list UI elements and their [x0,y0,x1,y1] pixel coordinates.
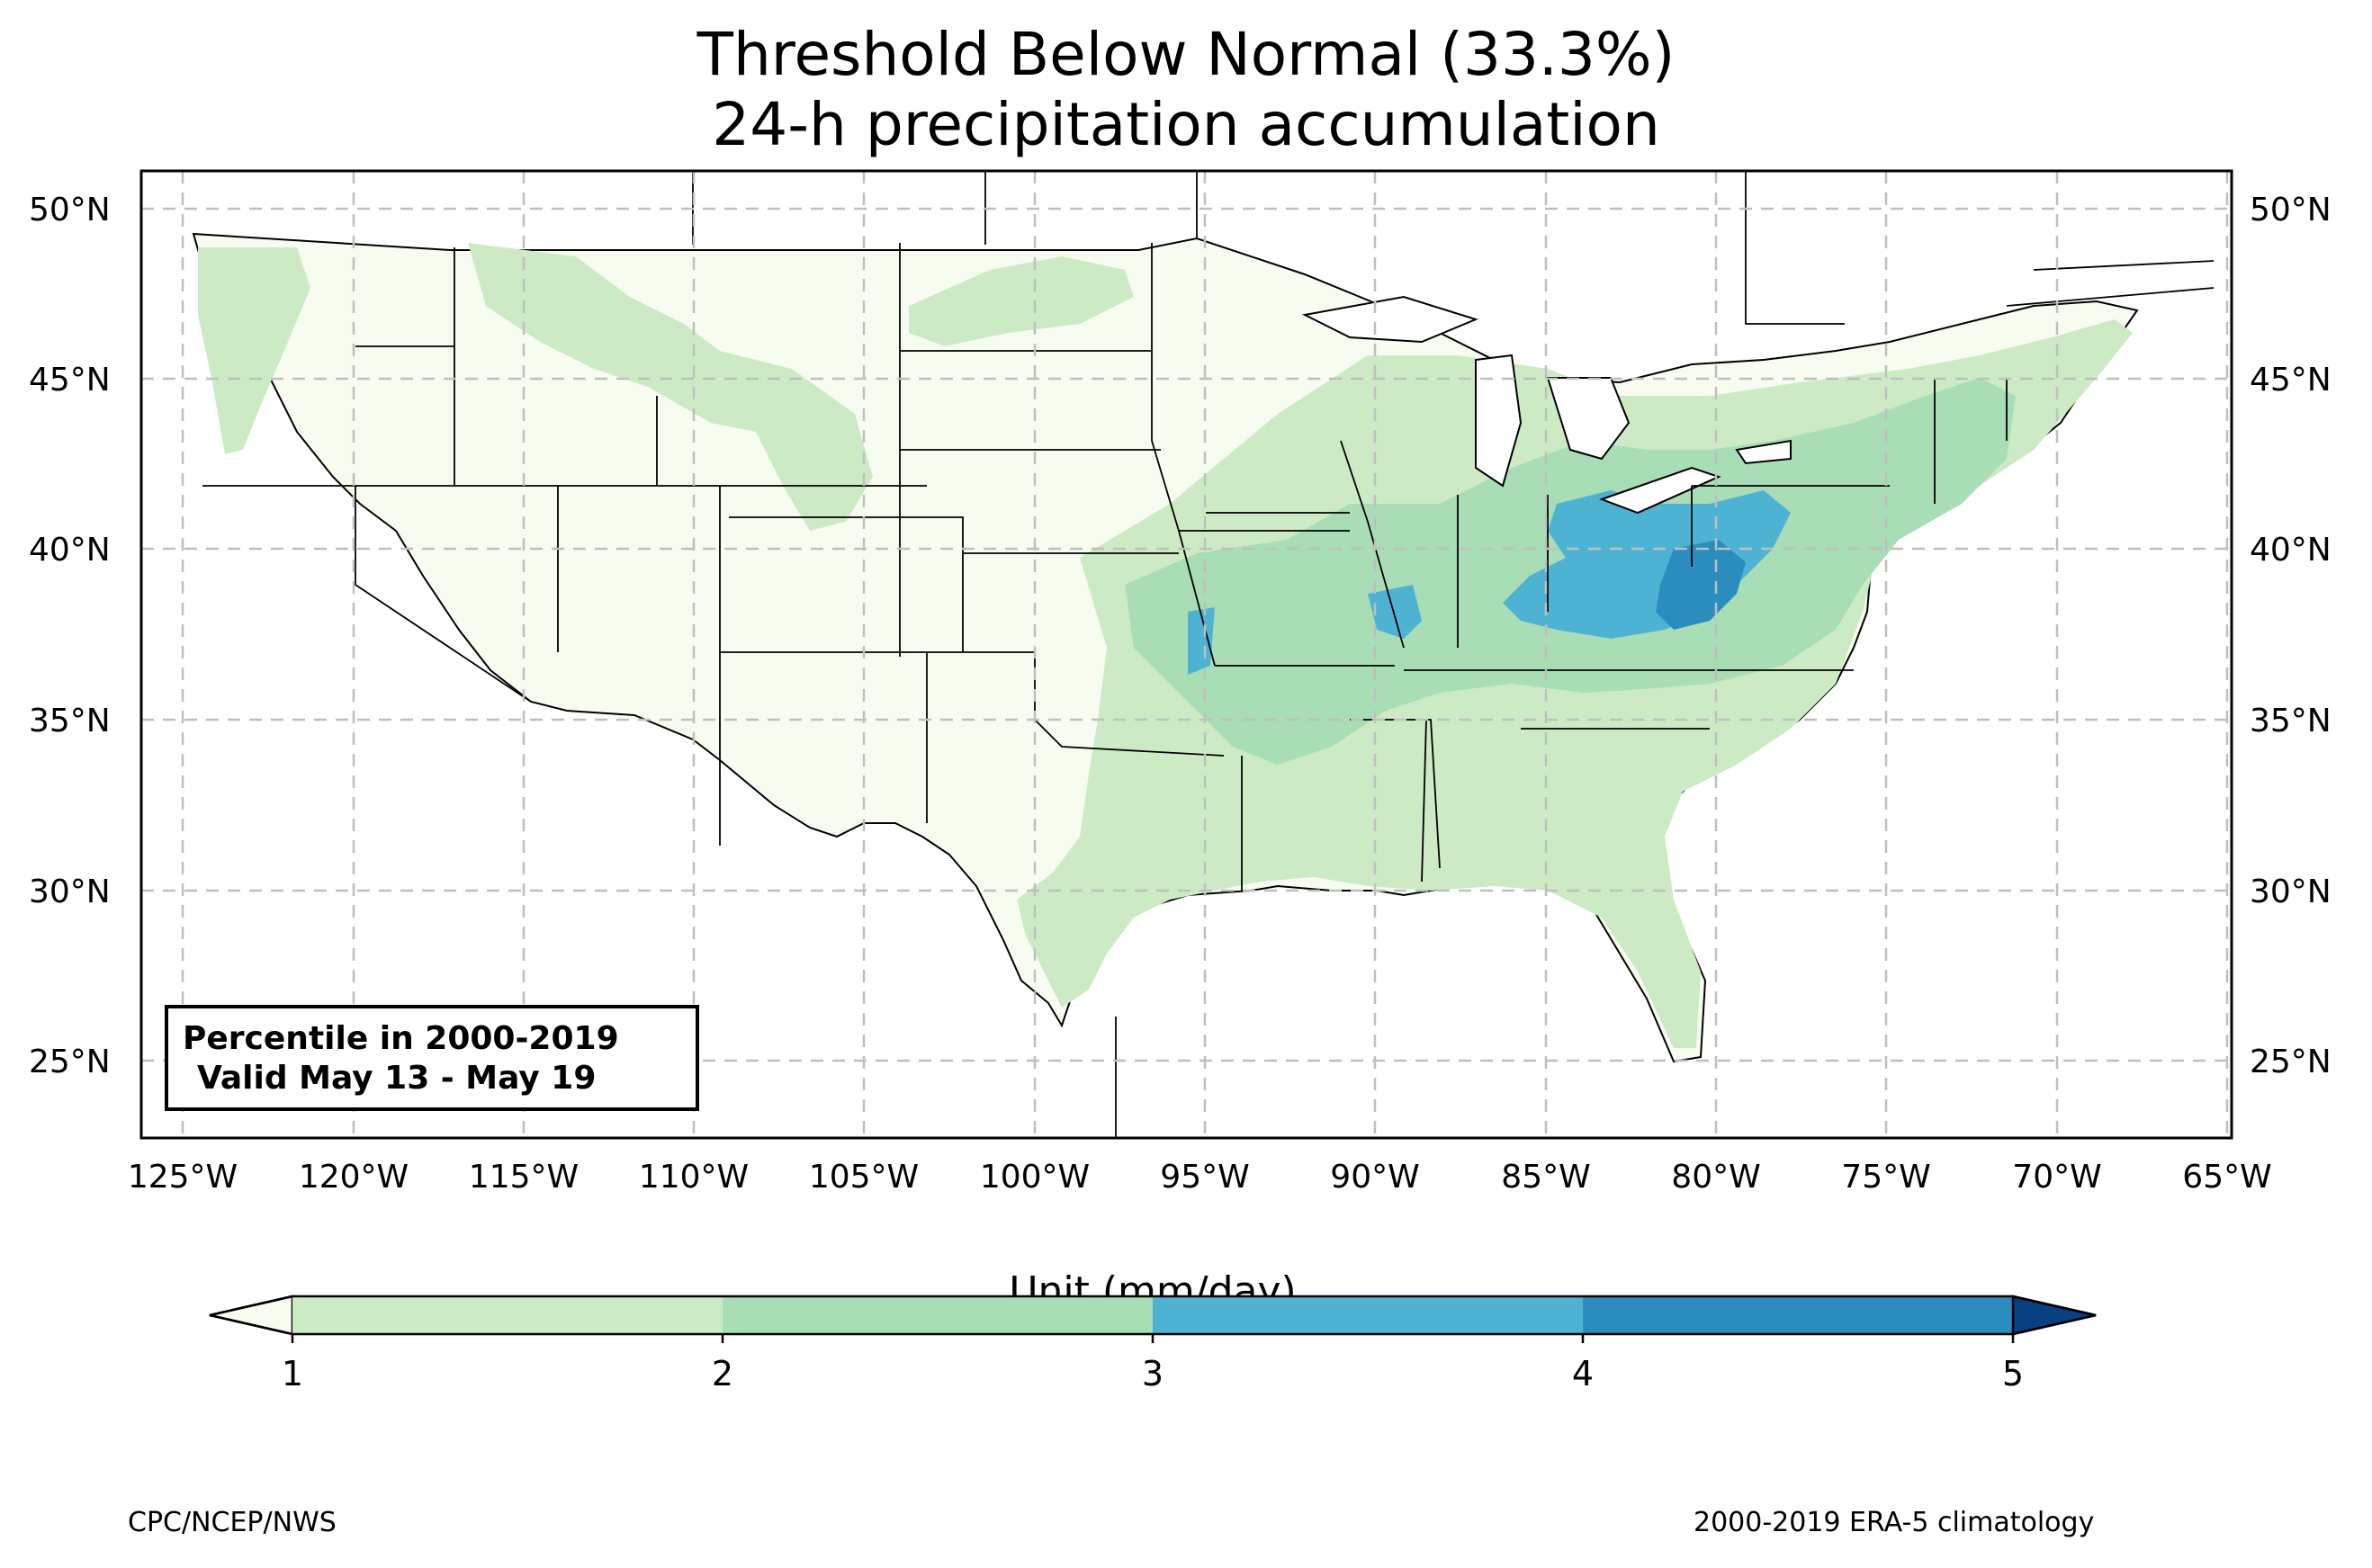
lat-label: 30°N [29,874,111,910]
lat-label: 50°N [2250,192,2332,228]
lake-michigan [1475,354,1523,488]
lat-label: 35°N [29,703,111,739]
map-title-line1: Threshold Below Normal (33.3%) [696,20,1676,89]
precip-band-4-5 [1656,540,1746,630]
lat-label: 45°N [29,362,111,399]
colorbar-tick-label: 4 [1572,1354,1594,1393]
lat-label: 50°N [29,192,111,228]
lat-labels-left: 50°N 45°N 40°N 35°N 30°N 25°N [29,192,111,1080]
precip-band-1-2-montana [468,243,873,531]
footer-climatology: 2000-2019 ERA-5 climatology [1694,1507,2095,1538]
lon-label: 70°W [2012,1159,2101,1196]
state-borders [202,243,2008,891]
lat-label: 40°N [29,532,111,569]
lake-superior [1301,295,1478,344]
colorbar-band-3-4 [1153,1296,1583,1334]
lon-label: 75°W [1841,1159,1930,1196]
colorbar [209,1295,2097,1343]
info-box: Percentile in 2000-2019 Valid May 13 - M… [165,1005,699,1111]
lon-label: 95°W [1160,1159,1249,1196]
lon-label: 115°W [469,1159,579,1196]
lat-label: 35°N [2250,703,2332,739]
lon-label: 105°W [809,1159,919,1196]
colorbar-band-1-2 [292,1296,723,1334]
lon-labels: 125°W 120°W 115°W 110°W 105°W 100°W 95°W… [128,1159,2272,1196]
map-frame [139,169,2233,1140]
colorbar-band-4-5 [1583,1296,2013,1334]
colorbar-tick-label: 3 [1142,1354,1164,1393]
precip-band-1-2-northwest [198,247,310,454]
map-area [141,171,2232,1138]
precip-band-1-2-northplains [909,256,1134,346]
lake-ontario [1735,439,1792,465]
lat-label: 30°N [2250,874,2332,910]
lon-label: 65°W [2182,1159,2271,1196]
colorbar-tick-label: 2 [712,1354,733,1393]
colorbar-under-triangle [209,1295,294,1336]
colorbar-over-triangle [2011,1295,2097,1336]
lake-erie [1599,466,1721,515]
info-box-valid-dates: Valid May 13 - May 19 [197,1060,597,1097]
lon-label: 120°W [299,1159,409,1196]
lon-label: 80°W [1671,1159,1760,1196]
precip-band-3-4-plains [1188,607,1215,675]
lat-label: 25°N [29,1044,111,1080]
colorbar-tick-label: 5 [2002,1354,2024,1393]
info-box-percentile: Percentile in 2000-2019 [183,1020,619,1057]
lon-label: 90°W [1330,1159,1419,1196]
lon-label: 85°W [1501,1159,1590,1196]
lat-label: 40°N [2250,532,2332,569]
lon-label: 100°W [980,1159,1090,1196]
lat-labels-right: 50°N 45°N 40°N 35°N 30°N 25°N [2250,192,2332,1080]
lat-label: 25°N [2250,1044,2332,1080]
country-borders [692,171,2215,1138]
lon-label: 125°W [128,1159,238,1196]
lon-label: 110°W [639,1159,749,1196]
footer-source: CPC/NCEP/NWS [128,1507,337,1538]
colorbar-band-2-3 [723,1296,1153,1334]
precip-band-3-4-midwest [1368,585,1422,639]
colorbar-tick-label: 1 [282,1354,303,1393]
lat-label: 45°N [2250,362,2332,399]
map-title-line2: 24-h precipitation accumulation [712,90,1660,159]
colorbar-ticks: 1 2 3 4 5 [282,1354,2024,1393]
